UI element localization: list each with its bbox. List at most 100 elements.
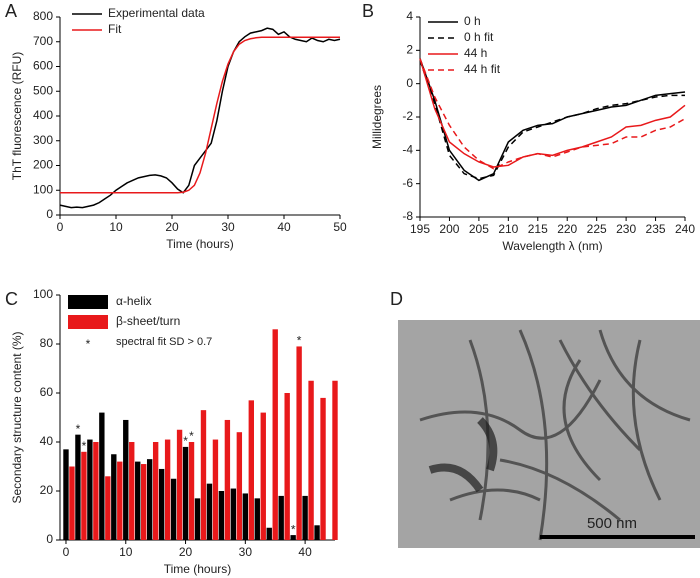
bar [158,468,165,540]
data-line [419,58,686,170]
bar [135,461,141,540]
bar [230,488,237,540]
legend-label: α-helix [116,294,152,308]
legend-label: 44 h [464,46,487,60]
y-tick-label: 700 [33,34,53,48]
legend-swatch [68,315,108,329]
flag-asterisk: * [183,434,188,448]
bar [93,442,99,540]
bar [117,461,123,540]
bar [332,380,338,540]
x-tick-label: 40 [277,220,291,234]
flag-asterisk: * [291,522,296,536]
y-tick-label: -2 [402,109,413,123]
panel-label: D [390,289,403,309]
x-tick-label: 20 [165,220,179,234]
scale-label: 500 nm [587,515,637,532]
flag-asterisk: * [189,429,194,443]
bar [272,329,278,540]
x-tick-label: 30 [239,545,253,559]
y-tick-label: 500 [33,83,53,97]
x-tick-label: 240 [675,222,695,236]
legend-label: Fit [108,22,122,36]
y-tick-label: 60 [40,385,54,399]
bar [260,412,266,540]
x-tick-label: 10 [109,220,123,234]
y-tick-label: 800 [33,9,53,23]
x-tick-label: 215 [528,222,548,236]
y-axis-label: Millidegrees [370,85,384,149]
y-tick-label: 200 [33,158,53,172]
legend-swatch [68,295,108,309]
micrograph-background [398,320,700,548]
y-tick-label: 40 [40,434,54,448]
x-tick-label: 10 [119,545,133,559]
bar [87,439,93,540]
bar [212,439,219,540]
x-tick-label: 50 [333,220,347,234]
y-tick-label: 400 [33,108,53,122]
flag-asterisk: * [82,439,87,453]
y-tick-label: -8 [402,209,413,223]
y-tick-label: 0 [406,76,413,90]
x-tick-label: 220 [557,222,577,236]
y-tick-label: 600 [33,59,53,73]
bar [248,400,254,540]
legend-label: 0 h fit [464,30,494,44]
bar [314,525,320,540]
y-tick-label: 0 [46,207,53,221]
bar [278,495,284,540]
bar [99,412,105,540]
data-line [419,60,685,180]
y-tick-label: 300 [33,133,53,147]
y-tick-label: 100 [33,182,53,196]
bar [188,442,195,540]
legend-label: 0 h [464,14,481,28]
x-tick-label: 225 [587,222,607,236]
bar [63,449,69,540]
bar [146,459,153,540]
data-line [59,27,341,209]
legend-label: spectral fit SD > 0.7 [116,336,212,348]
panel-label: A [5,1,17,21]
y-axis-label: ThT fluorescence (RFU) [10,52,24,180]
x-axis-label: Wavelength λ (nm) [502,239,602,253]
bar [302,495,308,540]
data-line [419,58,686,168]
bar [236,432,243,540]
bar [320,397,326,540]
data-line [60,36,340,194]
y-tick-label: -6 [402,176,413,190]
x-tick-label: 40 [298,545,312,559]
y-tick-label: 0 [46,532,53,546]
bar [170,478,177,540]
bar [242,493,249,540]
bar [308,380,314,540]
legend-label: β-sheet/turn [116,314,180,328]
panel-label: C [5,289,18,309]
data-line [419,58,686,182]
x-tick-label: 210 [498,222,518,236]
x-tick-label: 230 [616,222,636,236]
micrograph: 500 nm [398,320,700,548]
bar [290,535,296,540]
panel-label: B [362,1,374,21]
y-tick-label: 80 [40,336,54,350]
y-tick-label: 20 [40,483,54,497]
bar [182,446,189,540]
legend-symbol: * [86,337,91,351]
bar [284,393,290,540]
bar [129,442,135,540]
bar [152,442,159,540]
bar [218,491,225,540]
x-tick-label: 30 [221,220,235,234]
bar [266,527,272,540]
bar [141,464,147,540]
y-tick-label: 2 [406,43,413,57]
legend-label: 44 h fit [464,62,501,76]
y-tick-label: -4 [402,143,413,157]
y-tick-label: 100 [33,287,53,301]
bar [81,451,87,540]
x-tick-label: 195 [410,222,430,236]
